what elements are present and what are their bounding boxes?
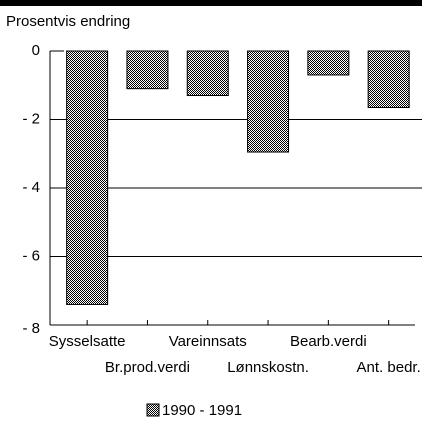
x-tick-label: Bearb.verdi (290, 333, 367, 350)
y-tick-label: - 6 (22, 247, 40, 264)
x-tick-label: Vareinnsats (169, 333, 247, 350)
top-rule (0, 0, 422, 6)
x-tick-label: Ant. bedr. (357, 359, 421, 376)
bar (66, 50, 109, 305)
legend-label: 1990 - 1991 (162, 402, 242, 419)
bar (126, 50, 169, 90)
x-tick-label: Lønnskostn. (227, 359, 309, 376)
bar (186, 50, 229, 97)
bar (247, 50, 290, 153)
y-tick-label: 0 (32, 42, 40, 59)
x-tick-label: Sysselsatte (49, 333, 126, 350)
bar (307, 50, 350, 76)
y-tick-label: - 8 (22, 320, 40, 337)
y-tick-label: - 4 (22, 179, 40, 196)
bar (367, 50, 410, 109)
legend-swatch (146, 403, 160, 417)
y-tick-label: - 2 (22, 110, 40, 127)
x-tick-label: Br.prod.verdi (105, 359, 190, 376)
y-axis-title: Prosentvis endring (6, 13, 130, 30)
